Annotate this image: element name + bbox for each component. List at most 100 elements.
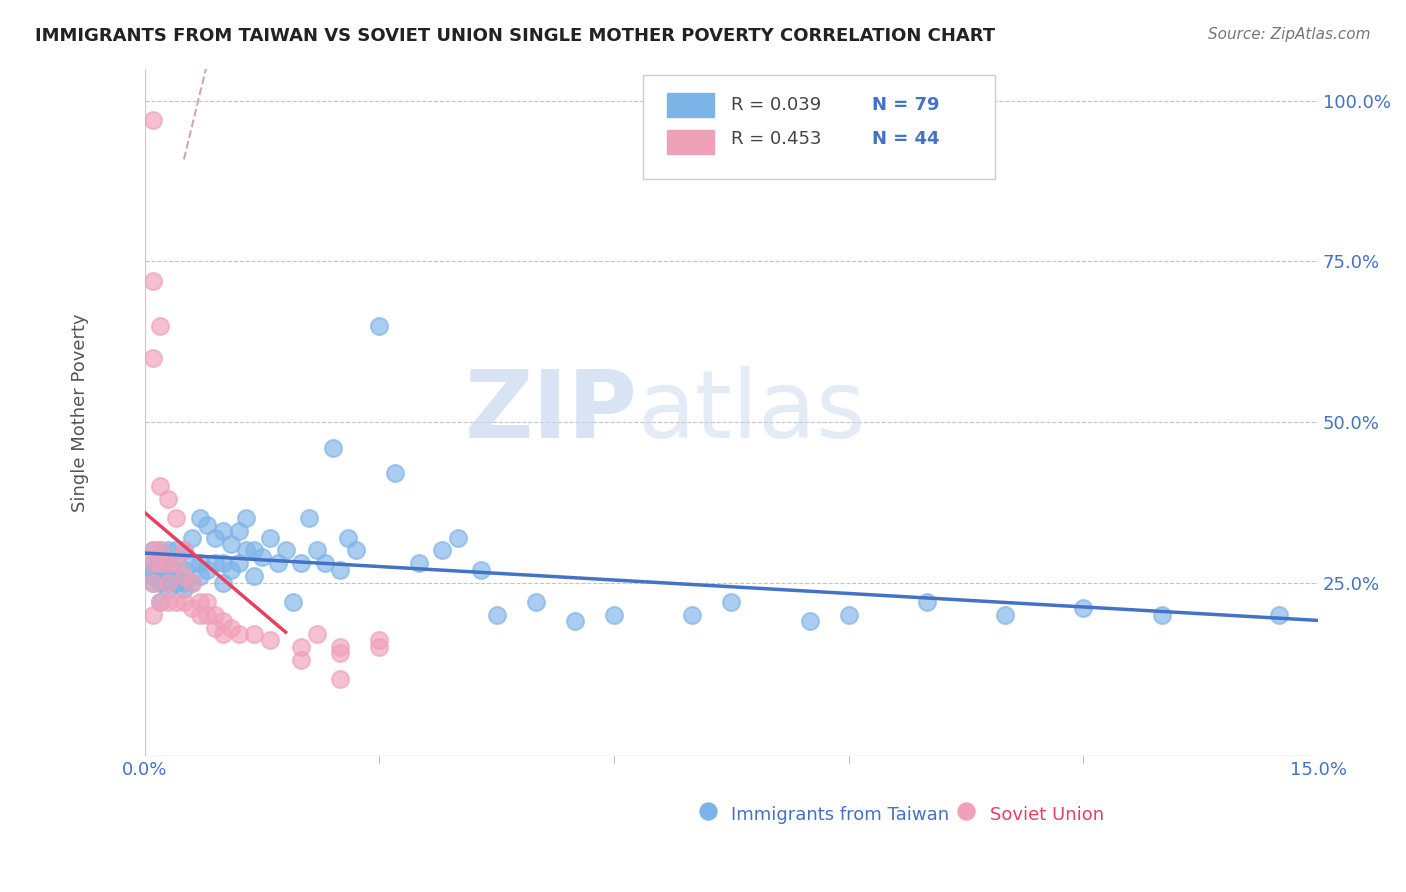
Point: [368, 633, 391, 648]
Point: [157, 582, 180, 596]
Point: [195, 563, 218, 577]
Point: [305, 543, 328, 558]
Point: [180, 575, 202, 590]
Point: [157, 543, 180, 558]
Point: [243, 543, 266, 558]
Point: [188, 607, 211, 622]
Point: [329, 563, 352, 577]
Point: [212, 614, 235, 628]
Point: [219, 537, 242, 551]
Point: [149, 569, 172, 583]
Point: [329, 646, 352, 660]
Point: [259, 633, 281, 648]
Point: [204, 557, 226, 571]
Text: atlas: atlas: [637, 367, 866, 458]
Point: [142, 607, 165, 622]
Point: [142, 543, 165, 558]
Point: [212, 557, 235, 571]
Point: [524, 595, 547, 609]
Point: [157, 595, 180, 609]
Point: [470, 563, 492, 577]
Point: [368, 640, 391, 654]
Point: [165, 543, 187, 558]
Point: [228, 627, 250, 641]
Point: [212, 524, 235, 539]
Text: Source: ZipAtlas.com: Source: ZipAtlas.com: [1208, 27, 1371, 42]
Point: [165, 569, 187, 583]
Point: [447, 531, 470, 545]
Point: [368, 318, 391, 333]
Point: [564, 614, 586, 628]
Point: [267, 557, 290, 571]
Point: [142, 543, 165, 558]
Point: [173, 595, 195, 609]
Point: [180, 531, 202, 545]
Point: [212, 575, 235, 590]
Point: [720, 595, 742, 609]
Point: [149, 543, 172, 558]
Text: ZIP: ZIP: [465, 367, 637, 458]
Point: [915, 595, 938, 609]
Point: [408, 557, 430, 571]
Point: [188, 569, 211, 583]
Point: [157, 563, 180, 577]
Point: [165, 595, 187, 609]
Point: [142, 575, 165, 590]
Point: [290, 653, 312, 667]
Point: [195, 517, 218, 532]
Point: [274, 543, 297, 558]
Point: [142, 563, 165, 577]
Point: [838, 607, 860, 622]
Text: Soviet Union: Soviet Union: [990, 805, 1104, 823]
Point: [283, 595, 305, 609]
Point: [142, 274, 165, 288]
Point: [329, 640, 352, 654]
Point: [149, 557, 172, 571]
Point: [157, 575, 180, 590]
Point: [228, 557, 250, 571]
Point: [165, 557, 187, 571]
Point: [149, 557, 172, 571]
Point: [219, 621, 242, 635]
Point: [337, 531, 360, 545]
FancyBboxPatch shape: [666, 130, 714, 154]
Point: [173, 563, 195, 577]
Point: [157, 491, 180, 506]
Text: IMMIGRANTS FROM TAIWAN VS SOVIET UNION SINGLE MOTHER POVERTY CORRELATION CHART: IMMIGRANTS FROM TAIWAN VS SOVIET UNION S…: [35, 27, 995, 45]
Point: [142, 557, 165, 571]
Point: [204, 531, 226, 545]
Point: [149, 479, 172, 493]
Point: [212, 627, 235, 641]
Point: [180, 601, 202, 615]
Point: [149, 595, 172, 609]
Point: [173, 543, 195, 558]
Point: [149, 595, 172, 609]
Point: [235, 543, 257, 558]
Point: [195, 595, 218, 609]
Point: [243, 569, 266, 583]
Point: [329, 672, 352, 686]
Point: [149, 318, 172, 333]
Point: [142, 557, 165, 571]
Point: [228, 524, 250, 539]
Point: [243, 627, 266, 641]
Point: [157, 575, 180, 590]
Point: [157, 569, 180, 583]
Point: [322, 441, 344, 455]
Point: [165, 557, 187, 571]
Point: [173, 543, 195, 558]
Point: [149, 563, 172, 577]
Point: [149, 543, 172, 558]
Point: [173, 575, 195, 590]
Point: [305, 627, 328, 641]
Point: [344, 543, 367, 558]
Point: [1150, 607, 1173, 622]
Point: [173, 582, 195, 596]
Point: [1268, 607, 1291, 622]
Point: [219, 563, 242, 577]
Point: [157, 557, 180, 571]
Point: [149, 575, 172, 590]
Text: N = 44: N = 44: [872, 130, 939, 148]
Point: [149, 549, 172, 564]
FancyBboxPatch shape: [644, 76, 995, 178]
